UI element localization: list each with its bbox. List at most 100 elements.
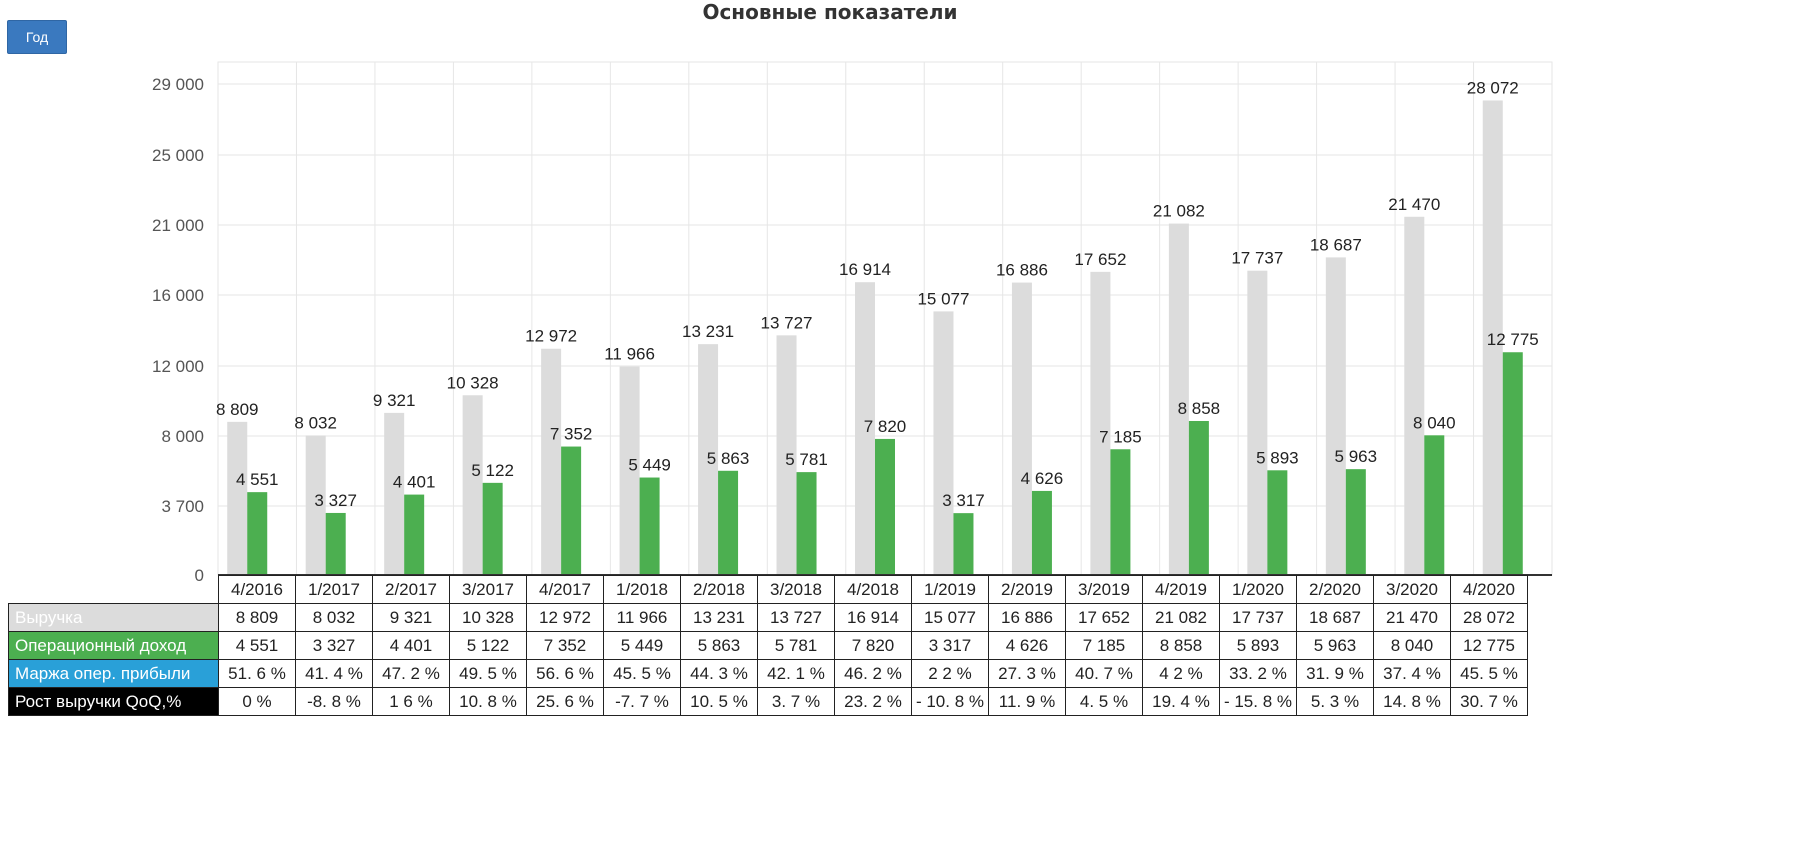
table-cell: 28 072 — [1450, 603, 1528, 632]
y-tick-label: 3 700 — [161, 497, 204, 516]
table-cell: 3. 7 % — [757, 687, 835, 716]
revenue-bar — [541, 348, 562, 575]
data-table: 4/2016 1/2017 2/2017 3/2017 4/2017 1/2018 2/20… — [8, 575, 1528, 716]
table-cell: 5 122 — [449, 631, 527, 660]
table-cell: 2 2 % — [911, 659, 989, 688]
table-cell: 12 775 — [1450, 631, 1528, 660]
table-cell: 21 082 — [1142, 603, 1220, 632]
y-tick-label: 25 000 — [152, 146, 204, 165]
table-cell: 21 470 — [1373, 603, 1451, 632]
table-cell: 7 185 — [1065, 631, 1143, 660]
table-cell: 47. 2 % — [372, 659, 450, 688]
revenue-value-label: 10 328 — [447, 373, 499, 392]
table-cell: 51. 6 % — [218, 659, 296, 688]
table-cell: 8 858 — [1142, 631, 1220, 660]
operating-income-bar — [1267, 470, 1288, 575]
operating-income-bar — [561, 446, 582, 575]
table-cell: 8 040 — [1373, 631, 1451, 660]
table-cell: 40. 7 % — [1065, 659, 1143, 688]
revenue-bar — [619, 366, 640, 575]
operating-income-value-label: 3 327 — [314, 491, 357, 510]
operating-income-bar — [1031, 490, 1052, 575]
table-cell: 37. 4 % — [1373, 659, 1451, 688]
table-row-label: Рост выручки QoQ,% — [8, 687, 219, 716]
table-cell: 19. 4 % — [1142, 687, 1220, 716]
operating-income-value-label: 5 893 — [1256, 448, 1299, 467]
table-corner — [9, 576, 219, 604]
table-cell: 45. 5 % — [603, 659, 681, 688]
operating-income-value-label: 5 963 — [1335, 447, 1378, 466]
operating-income-bar — [247, 492, 268, 575]
operating-income-value-label: 12 775 — [1487, 330, 1539, 349]
operating-income-bar — [1110, 449, 1131, 575]
revenue-value-label: 11 966 — [604, 345, 655, 364]
revenue-value-label: 16 914 — [839, 260, 891, 279]
revenue-bar — [305, 435, 326, 575]
x-tick-label: 3/2019 — [1065, 575, 1143, 604]
operating-income-bar — [1424, 435, 1445, 575]
table-cell: 33. 2 % — [1219, 659, 1297, 688]
table-cell: 25. 6 % — [526, 687, 604, 716]
table-cell: 4 551 — [218, 631, 296, 660]
table-cell: 10 328 — [449, 603, 527, 632]
revenue-value-label: 21 082 — [1153, 202, 1205, 221]
table-cell: 13 727 — [757, 603, 835, 632]
table-cell: - 15. 8 % — [1219, 687, 1297, 716]
table-cell: 4 2 % — [1142, 659, 1220, 688]
revenue-value-label: 13 231 — [682, 322, 734, 341]
operating-income-value-label: 7 820 — [864, 417, 907, 436]
chart-title: Основные показатели — [702, 0, 958, 24]
operating-income-bar — [875, 438, 895, 575]
operating-income-bar — [718, 470, 739, 575]
operating-income-value-label: 3 317 — [942, 491, 985, 510]
revenue-value-label: 12 972 — [525, 327, 577, 346]
operating-income-value-label: 5 449 — [628, 456, 671, 475]
table-header-row: 4/2016 1/2017 2/2017 3/2017 4/2017 1/2018 2/20… — [9, 575, 1528, 604]
x-tick-label: 1/2017 — [295, 575, 373, 604]
table-cell: 56. 6 % — [526, 659, 604, 688]
operating-income-value-label: 8 858 — [1178, 399, 1221, 418]
table-row-label: Выручка — [8, 603, 219, 632]
table-cell: 14. 8 % — [1373, 687, 1451, 716]
revenue-value-label: 28 072 — [1467, 78, 1519, 97]
table-cell: 7 820 — [834, 631, 912, 660]
operating-income-value-label: 4 626 — [1021, 469, 1064, 488]
table-cell: 11 966 — [603, 603, 681, 632]
table-cell: 1 6 % — [372, 687, 450, 716]
table-cell: 46. 2 % — [834, 659, 912, 688]
revenue-value-label: 17 737 — [1231, 249, 1283, 268]
table-cell: 31. 9 % — [1296, 659, 1374, 688]
revenue-bar — [1482, 100, 1503, 576]
table-cell: 9 321 — [372, 603, 450, 632]
revenue-bar — [698, 344, 719, 575]
x-tick-label: 4/2017 — [526, 575, 604, 604]
x-tick-label: 4/2020 — [1450, 575, 1528, 604]
table-row-label: Маржа опер. прибыли — [8, 659, 219, 688]
table-cell: 4 401 — [372, 631, 450, 660]
revenue-value-label: 16 886 — [996, 261, 1048, 280]
y-tick-label: 21 000 — [152, 216, 204, 235]
table-row-label: Операционный доход — [8, 631, 219, 660]
table-row: Выручка 8 809 8 032 9 321 10 328 12 972 11 966… — [8, 603, 1528, 632]
y-tick-label: 0 — [195, 566, 204, 585]
x-tick-label: 4/2018 — [834, 575, 912, 604]
table-cell: 8 809 — [218, 603, 296, 632]
revenue-bar — [384, 412, 405, 575]
operating-income-bar — [1345, 469, 1366, 575]
table-cell: 16 886 — [988, 603, 1066, 632]
operating-income-bar — [404, 494, 425, 575]
operating-income-bar — [953, 513, 974, 575]
x-tick-label: 2/2019 — [988, 575, 1066, 604]
x-tick-label: 3/2018 — [757, 575, 835, 604]
revenue-bar — [227, 421, 248, 575]
period-year-button[interactable]: Год — [7, 20, 67, 54]
revenue-bar — [1325, 257, 1346, 575]
operating-income-value-label: 4 401 — [393, 473, 436, 492]
table-cell: 3 327 — [295, 631, 373, 660]
table-cell: 12 972 — [526, 603, 604, 632]
x-tick-label: 3/2020 — [1373, 575, 1451, 604]
table-cell: 44. 3 % — [680, 659, 758, 688]
x-tick-label: 2/2018 — [680, 575, 758, 604]
x-tick-label: 3/2017 — [449, 575, 527, 604]
